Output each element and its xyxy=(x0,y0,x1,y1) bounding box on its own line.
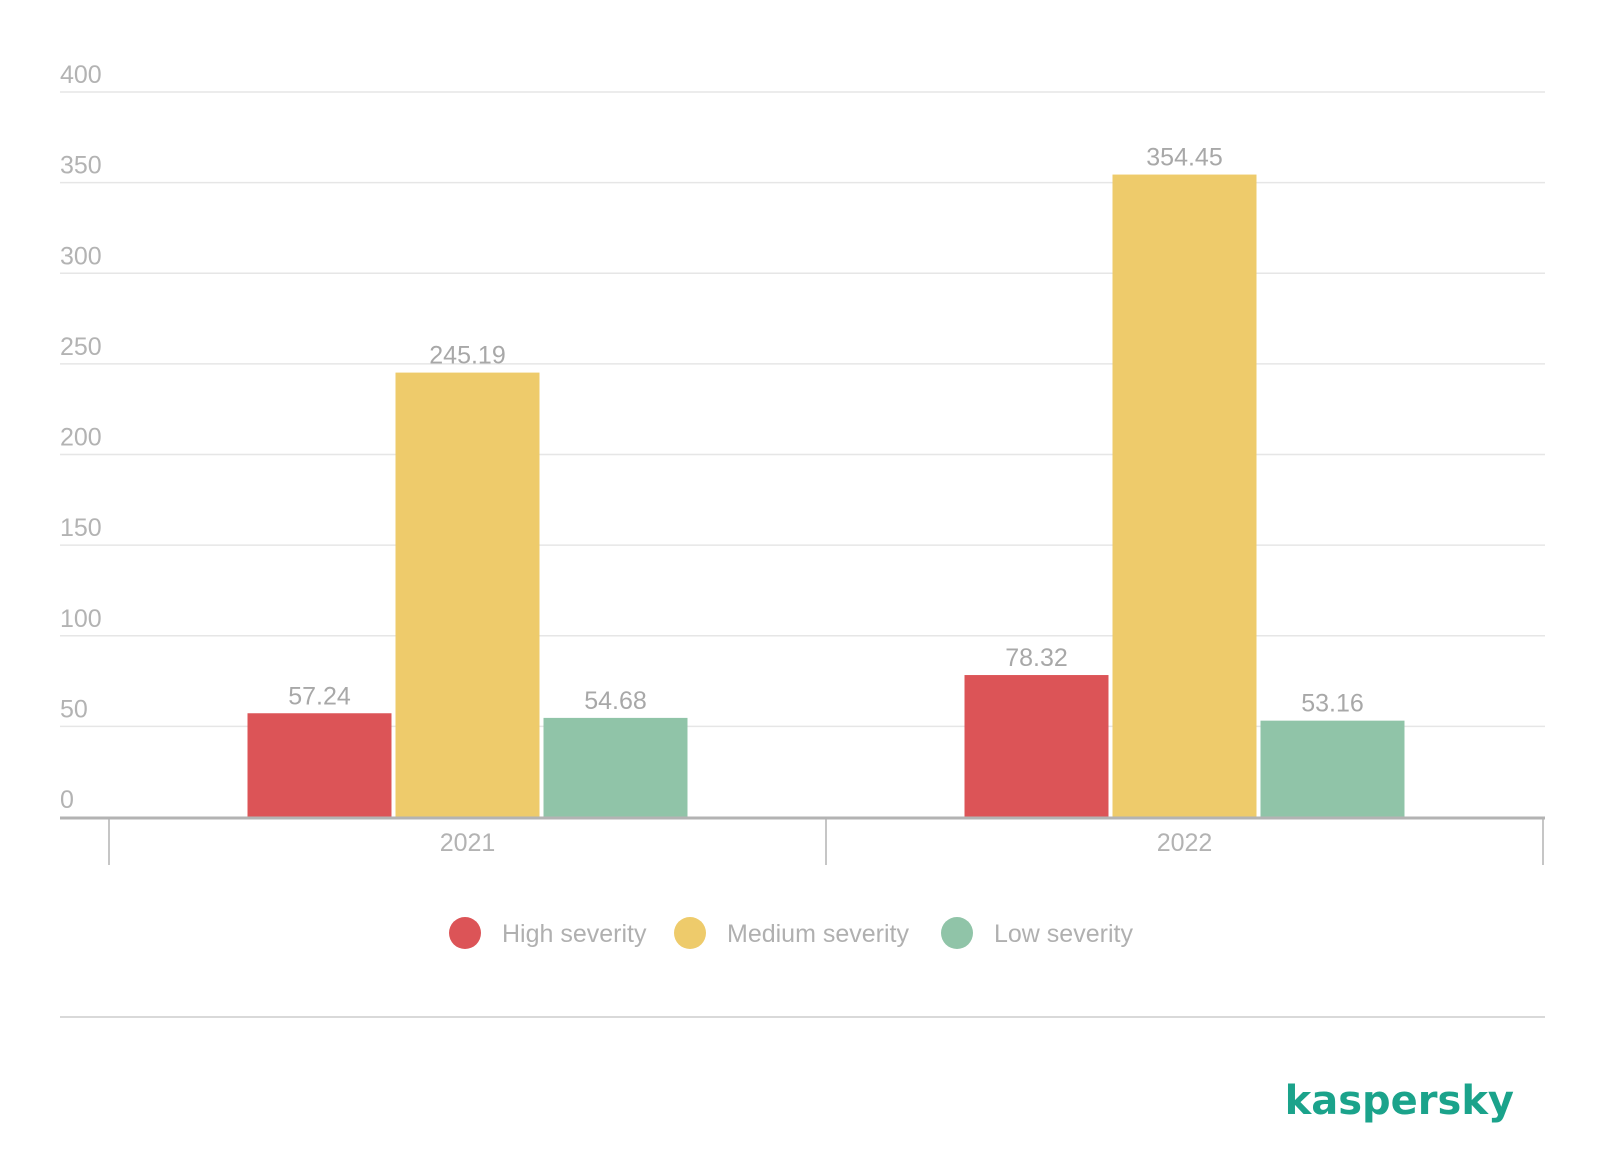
y-tick-label: 50 xyxy=(60,695,88,723)
brand-logo: kaspersky xyxy=(1285,1078,1514,1124)
legend-label: Low severity xyxy=(994,920,1133,948)
data-labels: 57.24 245.19 54.68 78.32 354.45 53.16 xyxy=(288,144,1364,718)
bar xyxy=(543,717,688,817)
gridlines xyxy=(60,91,1545,728)
y-tick-label: 350 xyxy=(60,152,102,180)
legend-swatch xyxy=(674,917,706,949)
data-label: 54.68 xyxy=(584,687,647,715)
legend-label: Medium severity xyxy=(727,920,909,948)
x-axis-ticks: 2021 2022 xyxy=(440,829,1213,857)
bar xyxy=(1112,174,1257,817)
data-label: 78.32 xyxy=(1005,644,1068,672)
x-tick-label: 2022 xyxy=(1157,829,1213,857)
y-tick-label: 100 xyxy=(60,605,102,633)
data-label: 354.45 xyxy=(1146,144,1222,172)
data-label: 57.24 xyxy=(288,682,351,710)
bar xyxy=(395,372,540,817)
legend-label: High severity xyxy=(502,920,647,948)
data-label: 53.16 xyxy=(1301,690,1364,718)
x-axis xyxy=(60,816,1545,865)
bar xyxy=(247,713,392,817)
y-tick-label: 200 xyxy=(60,424,102,452)
bars xyxy=(247,174,1405,817)
x-tick-label: 2021 xyxy=(440,829,496,857)
legend-swatch xyxy=(449,917,481,949)
legend-swatch xyxy=(941,917,973,949)
y-tick-label: 0 xyxy=(60,786,74,814)
y-axis-ticks: 0 50 100 150 200 250 300 350 400 xyxy=(60,61,102,814)
bar xyxy=(964,675,1109,817)
y-tick-label: 300 xyxy=(60,242,102,270)
data-label: 245.19 xyxy=(429,342,505,370)
y-tick-label: 250 xyxy=(60,333,102,361)
legend: High severity Medium severity Low severity xyxy=(449,917,1133,949)
y-tick-label: 400 xyxy=(60,61,102,89)
bar xyxy=(1260,720,1405,817)
y-tick-label: 150 xyxy=(60,514,102,542)
